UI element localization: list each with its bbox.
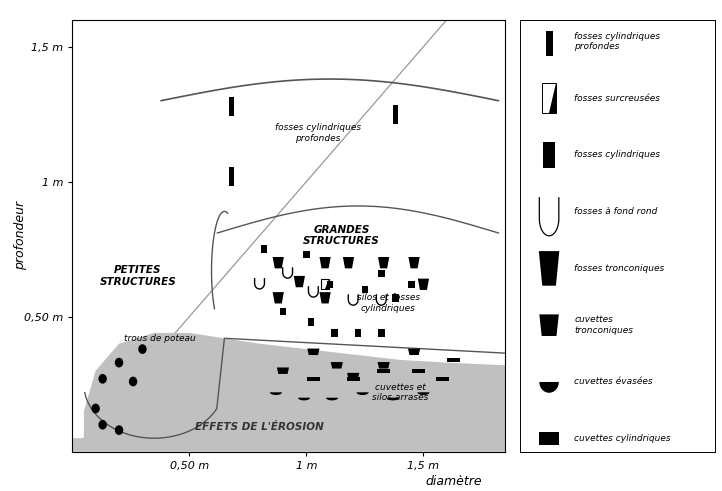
Bar	[539, 432, 559, 445]
Polygon shape	[387, 398, 399, 400]
Circle shape	[129, 377, 137, 386]
Polygon shape	[298, 398, 310, 400]
Text: fosses cylindriques: fosses cylindriques	[575, 150, 661, 159]
Text: cuvettes cylindriques: cuvettes cylindriques	[575, 434, 671, 443]
Bar	[303, 251, 310, 258]
Bar	[229, 97, 234, 115]
Text: fosses tronconiques: fosses tronconiques	[575, 264, 665, 273]
Bar	[546, 30, 552, 56]
Text: fosses cylindriques
profondes: fosses cylindriques profondes	[275, 123, 361, 143]
Polygon shape	[308, 349, 319, 355]
Polygon shape	[418, 278, 429, 290]
Polygon shape	[319, 292, 331, 303]
Text: cuvettes et
silos arrasés: cuvettes et silos arrasés	[372, 382, 428, 402]
Bar	[362, 286, 368, 294]
Bar	[543, 142, 555, 168]
Bar	[261, 246, 267, 253]
Polygon shape	[270, 392, 282, 395]
Polygon shape	[417, 392, 430, 395]
Text: GRANDES
STRUCTURES: GRANDES STRUCTURES	[303, 225, 380, 246]
Bar	[331, 329, 338, 337]
Polygon shape	[378, 257, 389, 269]
Text: cuvettes évasées: cuvettes évasées	[575, 378, 653, 386]
Polygon shape	[319, 257, 331, 269]
Text: cuvettes
tronconiques: cuvettes tronconiques	[575, 316, 633, 335]
Text: fosses surcreusées: fosses surcreusées	[575, 93, 661, 103]
Polygon shape	[539, 251, 560, 286]
Text: diamètre: diamètre	[425, 475, 482, 489]
Text: PETITES
STRUCTURES: PETITES STRUCTURES	[100, 266, 176, 287]
Text: EFFETS DE L'ÉROSION: EFFETS DE L'ÉROSION	[195, 422, 324, 433]
Bar	[345, 259, 352, 267]
Bar	[229, 167, 234, 186]
Text: fosses à fond rond: fosses à fond rond	[575, 207, 658, 216]
Bar	[307, 377, 320, 381]
Bar	[378, 329, 385, 337]
Bar	[355, 329, 361, 337]
Circle shape	[115, 425, 123, 435]
Bar	[448, 358, 461, 362]
Polygon shape	[331, 362, 343, 369]
Polygon shape	[277, 367, 289, 374]
Circle shape	[92, 404, 100, 413]
Polygon shape	[347, 373, 360, 380]
Bar	[409, 280, 415, 288]
Bar	[393, 105, 398, 124]
Bar	[542, 83, 556, 113]
Circle shape	[98, 374, 107, 383]
Polygon shape	[343, 257, 354, 269]
Bar	[377, 369, 390, 373]
Bar	[378, 270, 385, 277]
Circle shape	[115, 358, 123, 367]
Polygon shape	[325, 279, 329, 289]
Bar	[308, 318, 314, 326]
Polygon shape	[326, 398, 338, 400]
Circle shape	[98, 420, 107, 430]
Polygon shape	[539, 314, 559, 336]
PathPatch shape	[72, 333, 505, 452]
Polygon shape	[357, 392, 369, 395]
Polygon shape	[409, 257, 419, 269]
Polygon shape	[378, 362, 390, 369]
Circle shape	[138, 344, 147, 354]
Polygon shape	[273, 292, 284, 303]
Bar	[392, 294, 399, 301]
Polygon shape	[273, 257, 284, 269]
Polygon shape	[549, 83, 556, 113]
Bar	[412, 369, 425, 373]
Polygon shape	[294, 276, 305, 287]
Text: fosses cylindriques
profondes: fosses cylindriques profondes	[575, 31, 661, 51]
Bar	[347, 377, 360, 381]
Bar	[321, 279, 329, 289]
Text: silos et fosses
cylindriques: silos et fosses cylindriques	[357, 294, 420, 313]
Polygon shape	[408, 349, 420, 355]
Bar	[326, 280, 333, 288]
Text: profondeur: profondeur	[14, 201, 27, 270]
Text: trous de poteau: trous de poteau	[123, 334, 196, 343]
Bar	[436, 377, 448, 381]
Bar	[279, 307, 286, 315]
Polygon shape	[539, 382, 559, 393]
